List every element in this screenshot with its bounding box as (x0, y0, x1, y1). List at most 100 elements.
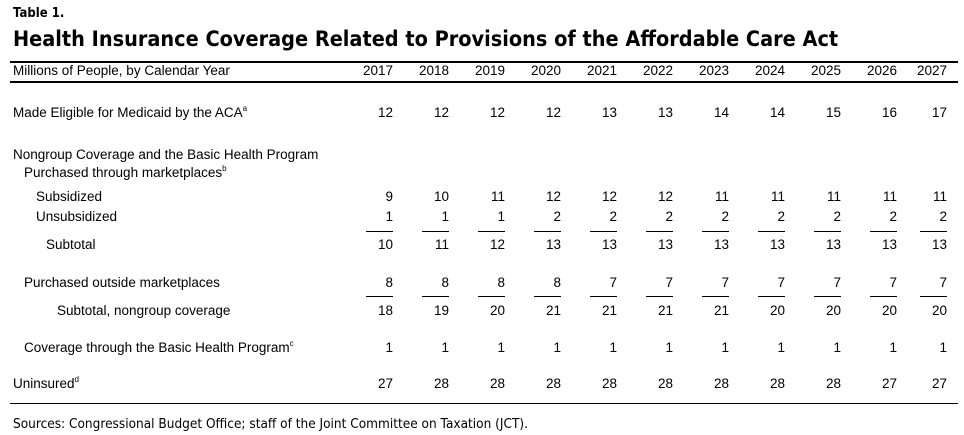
footnote-marker: c (289, 339, 294, 348)
cell-value: 2 (889, 209, 897, 224)
cell-value: 27 (881, 376, 897, 391)
subtotal-rule (590, 296, 617, 297)
cell-value: 10 (433, 189, 449, 204)
cell-value: 15 (825, 105, 841, 120)
cell-value: 21 (601, 303, 617, 318)
year-header: 2021 (586, 63, 617, 78)
cell-value: 11 (932, 189, 947, 204)
cell-value: 1 (609, 340, 617, 355)
row-label-text: Nongroup Coverage and the Basic Health P… (13, 147, 319, 162)
cell-value: 28 (489, 376, 505, 391)
table-title: Health Insurance Coverage Related to Pro… (13, 27, 839, 51)
subtotal-rule (366, 296, 393, 297)
subtotal-rule (590, 231, 617, 232)
cell-value: 12 (433, 105, 449, 120)
subtotal-rule (758, 231, 785, 232)
cell-value: 13 (769, 237, 785, 252)
cell-value: 2 (833, 209, 841, 224)
cell-value: 12 (545, 105, 561, 120)
cell-value: 11 (434, 237, 449, 252)
cell-value: 21 (545, 303, 561, 318)
table-row: Purchased outside marketplaces 8 8 8 8 7 7 7 7 7 7… (0, 274, 964, 292)
cell-value: 11 (714, 189, 729, 204)
cell-value: 12 (377, 105, 393, 120)
sources-note: Sources: Congressional Budget Office; st… (13, 416, 529, 432)
cell-value: 18 (377, 303, 393, 318)
cell-value: 7 (833, 275, 841, 290)
cell-value: 1 (553, 340, 561, 355)
cell-value: 12 (489, 237, 505, 252)
table-row: Uninsuredd 27 28 28 28 28 28 28 28 28 27 27 (0, 375, 964, 393)
cell-value: 13 (881, 237, 897, 252)
cell-value: 13 (825, 237, 841, 252)
subtotal-rule (814, 231, 841, 232)
cell-value: 28 (433, 376, 449, 391)
year-header: 2019 (474, 63, 505, 78)
year-header: 2025 (810, 63, 841, 78)
cell-value: 1 (385, 209, 393, 224)
cell-value: 7 (777, 275, 785, 290)
cell-value: 2 (777, 209, 785, 224)
row-label: Subtotal (46, 236, 96, 254)
cell-value: 27 (377, 376, 393, 391)
cell-value: 13 (601, 237, 617, 252)
cell-value: 7 (939, 275, 947, 290)
row-label: Purchased outside marketplaces (24, 274, 220, 292)
subtotal-rule (920, 296, 947, 297)
cell-value: 20 (825, 303, 841, 318)
top-rule (10, 61, 958, 63)
cell-value: 13 (545, 237, 561, 252)
bottom-rule (10, 403, 958, 404)
subtotal-rule (534, 231, 561, 232)
cell-value: 28 (545, 376, 561, 391)
row-label-text: Unsubsidized (36, 209, 118, 224)
cell-value: 14 (713, 105, 729, 120)
cell-value: 8 (497, 275, 505, 290)
subtotal-rule (646, 296, 673, 297)
row-label: Subsidized (36, 188, 102, 206)
cell-value: 28 (657, 376, 673, 391)
cell-value: 11 (882, 189, 897, 204)
table-row: Purchased through marketplacesb (0, 164, 964, 182)
cell-value: 1 (385, 340, 393, 355)
table-row: Unsubsidized 1 1 1 2 2 2 2 2 2 2 2 (0, 208, 964, 226)
cell-value: 1 (721, 340, 729, 355)
cell-value: 2 (609, 209, 617, 224)
cell-value: 12 (657, 189, 673, 204)
subtotal-rule (870, 231, 897, 232)
footnote-marker: d (74, 375, 79, 384)
cell-value: 21 (713, 303, 729, 318)
cell-value: 12 (545, 189, 561, 204)
subtotal-rule (534, 296, 561, 297)
cell-value: 7 (889, 275, 897, 290)
row-label: Coverage through the Basic Health Progra… (24, 339, 294, 357)
subtotal-rule (702, 231, 729, 232)
header-label: Millions of People, by Calendar Year (13, 63, 230, 78)
cell-value: 11 (826, 189, 841, 204)
cell-value: 12 (489, 105, 505, 120)
subtotal-rule (422, 296, 449, 297)
cell-value: 12 (601, 189, 617, 204)
cell-value: 28 (713, 376, 729, 391)
cell-value: 20 (769, 303, 785, 318)
cell-value: 11 (490, 189, 505, 204)
subtotal-rule (920, 231, 947, 232)
row-label: Made Eligible for Medicaid by the ACAa (13, 104, 247, 122)
table-label: Table 1. (13, 6, 65, 21)
cell-value: 17 (931, 105, 947, 120)
cell-value: 1 (441, 209, 449, 224)
cell-value: 1 (665, 340, 673, 355)
subtotal-rule (478, 296, 505, 297)
cell-value: 2 (665, 209, 673, 224)
cell-value: 7 (609, 275, 617, 290)
table-row: Coverage through the Basic Health Progra… (0, 339, 964, 357)
cell-value: 7 (721, 275, 729, 290)
cell-value: 14 (769, 105, 785, 120)
row-label-text: Uninsured (13, 376, 75, 391)
cell-value: 1 (497, 340, 505, 355)
cell-value: 9 (385, 189, 393, 204)
table-row: Subtotal, nongroup coverage 18 19 20 21 21 21 2… (0, 302, 964, 320)
cell-value: 20 (931, 303, 947, 318)
cell-value: 7 (665, 275, 673, 290)
cell-value: 13 (931, 237, 947, 252)
